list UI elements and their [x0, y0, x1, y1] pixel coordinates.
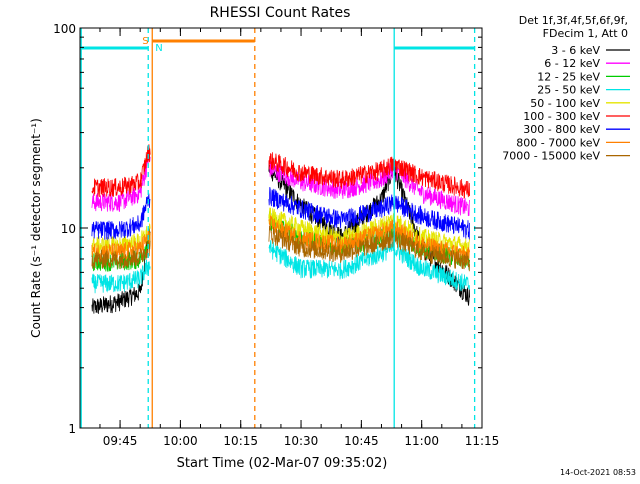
- series-line-6-segment-0: [91, 193, 151, 241]
- chart-title: RHESSI Count Rates: [210, 5, 351, 21]
- legend-label-3: 25 - 50 keV: [537, 84, 600, 97]
- x-tick-label-1: 10:00: [163, 434, 198, 448]
- y-axis-label: Count Rate (s⁻¹ detector segment⁻¹): [29, 118, 43, 338]
- x-tick-label-5: 11:00: [404, 434, 439, 448]
- y-tick-label-2: 100: [53, 22, 76, 36]
- legend-label-8: 7000 - 15000 keV: [502, 150, 600, 163]
- series-line-8-segment-1: [268, 225, 470, 272]
- series-line-0-segment-0: [91, 227, 151, 314]
- legend-label-0: 3 - 6 keV: [551, 44, 600, 57]
- night-label-n: N: [155, 43, 162, 54]
- series-8: [91, 225, 470, 272]
- legend-label-6: 300 - 800 keV: [523, 123, 600, 136]
- x-tick-label-3: 10:30: [284, 434, 319, 448]
- series-line-8-segment-0: [91, 240, 151, 270]
- y-tick-label-1: 10: [61, 222, 76, 236]
- legend-header-line-2: FDecim 1, Att 0: [543, 27, 628, 40]
- series-line-6-segment-1: [268, 187, 470, 240]
- series-layer: [91, 144, 470, 314]
- series-line-3-segment-0: [91, 259, 151, 294]
- series-5: [91, 144, 470, 200]
- series-line-5-segment-0: [91, 144, 151, 198]
- legend-label-5: 100 - 300 keV: [523, 110, 600, 123]
- x-axis-label: Start Time (02-Mar-07 09:35:02): [177, 456, 388, 471]
- series-3: [91, 239, 470, 294]
- series-line-1-segment-0: [91, 152, 151, 212]
- generation-timestamp: 14-Oct-2021 08:53: [560, 468, 636, 477]
- x-tick-label-6: 11:15: [465, 434, 500, 448]
- x-tick-label-2: 10:15: [223, 434, 258, 448]
- y-tick-label-0: 1: [68, 422, 76, 436]
- series-line-5-segment-1: [268, 152, 470, 200]
- x-tick-label-4: 10:45: [344, 434, 379, 448]
- series-line-3-segment-1: [268, 239, 470, 292]
- series-line-4-segment-1: [268, 207, 470, 257]
- legend-label-4: 50 - 100 keV: [530, 97, 600, 110]
- series-6: [91, 187, 470, 241]
- legend-label-2: 12 - 25 keV: [537, 70, 600, 83]
- saa-label-s: S: [142, 36, 148, 47]
- legend-header-line-1: Det 1f,3f,4f,5f,6f,9f,: [519, 14, 628, 27]
- axis-layer: 09:45 10:00 10:15 10:30 10:45 11:00 11:15 1 10 10…: [53, 22, 499, 448]
- legend-label-1: 6 - 12 keV: [544, 57, 600, 70]
- x-tick-label-0: 09:45: [103, 434, 138, 448]
- legend-label-7: 800 - 7000 keV: [516, 136, 600, 149]
